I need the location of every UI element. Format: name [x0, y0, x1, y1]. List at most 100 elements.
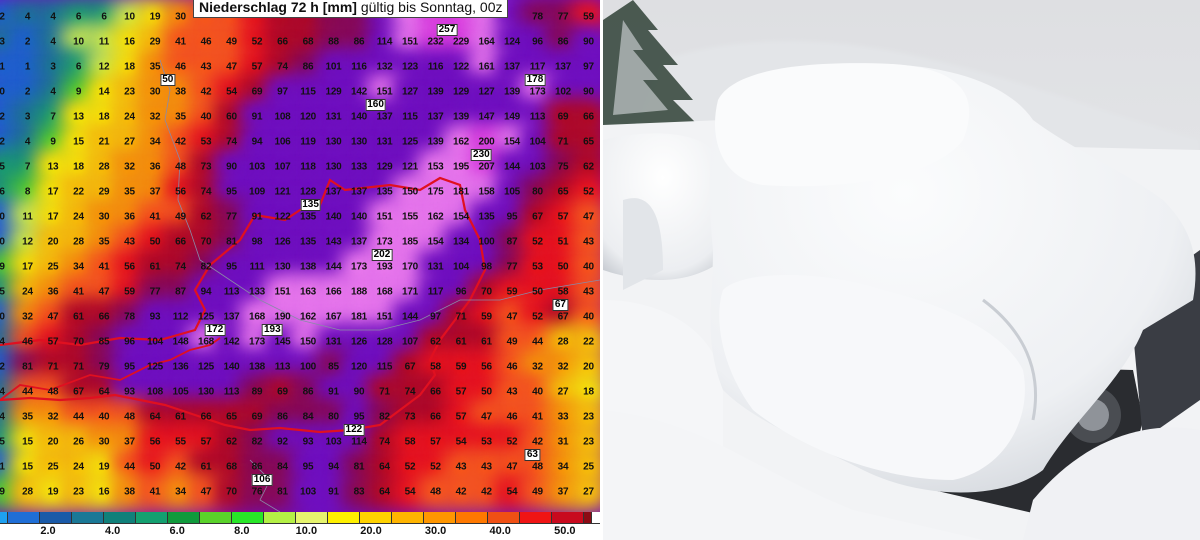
grid-value: 96 [532, 36, 543, 48]
grid-value: 132 [376, 61, 393, 73]
grid-value: 115 [402, 111, 418, 123]
grid-value: 69 [277, 386, 288, 398]
grid-value: 66 [98, 311, 110, 323]
grid-value: 43 [583, 286, 594, 298]
grid-value: 4 [24, 11, 31, 23]
grid-value: 138 [248, 361, 266, 373]
legend-swatch [584, 512, 592, 523]
grid-value: 139 [452, 111, 470, 123]
grid-value: 22 [583, 336, 594, 348]
grid-value: 148 [172, 336, 189, 348]
grid-value: 15 [73, 136, 84, 148]
grid-value: 100 [478, 236, 495, 248]
grid-value: 154 [427, 236, 444, 248]
grid-value: 105 [503, 186, 521, 198]
grid-value: 9 [50, 136, 56, 148]
grid-value: 137 [325, 186, 342, 198]
grid-value: 41 [149, 486, 161, 498]
grid-value: 20 [47, 236, 59, 248]
grid-value: 42 [532, 436, 543, 448]
grid-value: 128 [376, 336, 393, 348]
grid-value: 82 [379, 411, 390, 423]
grid-value: 91 [251, 111, 263, 123]
grid-value: 137 [350, 236, 368, 248]
grid-value: 97 [583, 61, 594, 73]
grid-value: 32 [47, 411, 59, 423]
legend-label: 40.0 [489, 525, 511, 537]
grid-value: 131 [427, 261, 444, 273]
grid-value: 6 [75, 11, 82, 23]
grid-value: 61 [175, 411, 186, 423]
grid-value: 47 [226, 61, 237, 73]
grid-value: 35 [22, 411, 33, 423]
grid-value: 57 [200, 436, 212, 448]
grid-value: 20 [583, 361, 594, 373]
grid-value: 21 [98, 136, 110, 148]
grid-value: 67 [557, 311, 569, 323]
grid-value: 74 [404, 386, 416, 398]
grid-value: 30 [98, 211, 110, 223]
grid-value: 93 [124, 386, 135, 398]
grid-value: 108 [274, 111, 291, 123]
grid-value: 137 [350, 186, 368, 198]
grid-value: 85 [328, 361, 339, 373]
grid-value: 86 [277, 411, 288, 423]
grid-value: 173 [248, 336, 266, 348]
grid-value: 35 [149, 61, 161, 73]
grid-value: 43 [583, 236, 594, 248]
grid-value: 2 [24, 36, 31, 48]
grid-value: 133 [248, 286, 266, 298]
grid-value: 16 [124, 36, 135, 48]
grid-value: 41 [149, 211, 161, 223]
grid-value: 66 [430, 386, 441, 398]
grid-value: 95 [353, 411, 365, 423]
legend-swatch [488, 512, 520, 523]
grid-value: 57 [557, 211, 569, 223]
grid-value: 58 [430, 361, 441, 373]
grid-value: 95 [302, 461, 314, 473]
grid-value: 82 [200, 261, 212, 273]
grid-value: 232 [427, 36, 444, 48]
grid-value: 62 [430, 336, 441, 348]
grid-value: 52 [251, 36, 263, 48]
grid-value: 4 [50, 11, 56, 23]
grid-value: 135 [376, 186, 393, 198]
grid-value: 52 [532, 311, 543, 323]
grid-value: 104 [452, 261, 470, 273]
legend-swatch [456, 512, 488, 523]
grid-value: 69 [251, 86, 263, 98]
grid-value: 151 [376, 311, 393, 323]
grid-value: 87 [175, 286, 186, 298]
grid-value: 58 [404, 436, 416, 448]
grid-value: 162 [299, 311, 317, 323]
grid-value: 35 [124, 186, 135, 198]
grid-value: 9 [0, 261, 5, 273]
legend-label: 8.0 [234, 525, 250, 537]
grid-value: 28 [73, 236, 84, 248]
grid-value: 56 [175, 186, 186, 198]
grid-value: 125 [197, 361, 215, 373]
grid-value: 43 [506, 386, 518, 398]
photo-image [603, 0, 1200, 540]
grid-value: 0 [0, 311, 5, 323]
grid-value: 76 [251, 486, 263, 498]
grid-value: 24 [73, 461, 84, 473]
grid-value: 43 [481, 461, 492, 473]
grid-value: 74 [277, 61, 288, 73]
grid-value: 66 [583, 111, 594, 123]
grid-value: 2 [0, 111, 5, 123]
grid-value: 57 [251, 61, 263, 73]
grid-value: 50 [481, 386, 492, 398]
grid-value: 113 [529, 111, 546, 123]
maximum-label: 202 [371, 248, 393, 261]
grid-value: 66 [277, 36, 288, 48]
precipitation-field [0, 0, 600, 512]
grid-value: 42 [200, 86, 212, 98]
grid-value: 107 [401, 336, 419, 348]
grid-value: 23 [583, 411, 594, 423]
grid-value: 64 [379, 461, 390, 473]
grid-value: 50 [149, 461, 161, 473]
grid-value: 107 [274, 161, 291, 173]
austria-border [0, 176, 487, 434]
grid-value: 53 [200, 136, 212, 148]
